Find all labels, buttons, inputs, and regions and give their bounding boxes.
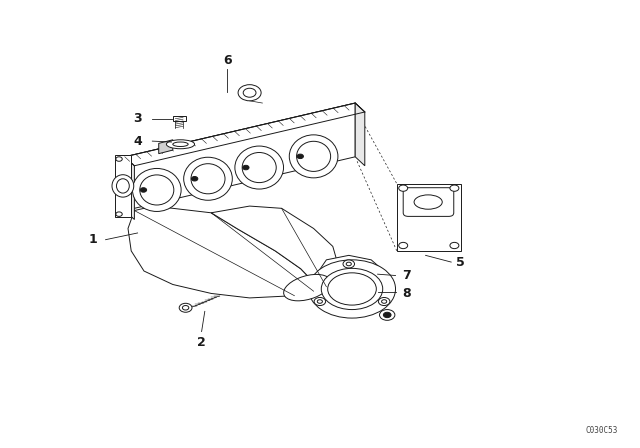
Text: 4: 4 bbox=[133, 134, 142, 148]
Ellipse shape bbox=[140, 175, 174, 205]
Polygon shape bbox=[128, 206, 314, 298]
Ellipse shape bbox=[399, 185, 408, 191]
FancyBboxPatch shape bbox=[403, 188, 454, 216]
Ellipse shape bbox=[116, 179, 129, 193]
Polygon shape bbox=[125, 103, 355, 211]
Text: 2: 2 bbox=[197, 336, 206, 349]
Ellipse shape bbox=[235, 146, 284, 189]
Text: 8: 8 bbox=[402, 287, 411, 300]
Text: 7: 7 bbox=[402, 269, 411, 282]
Ellipse shape bbox=[184, 157, 232, 200]
Text: C030C53: C030C53 bbox=[585, 426, 618, 435]
Ellipse shape bbox=[383, 312, 391, 318]
Ellipse shape bbox=[296, 141, 331, 172]
Text: 3: 3 bbox=[133, 112, 142, 125]
Ellipse shape bbox=[242, 152, 276, 183]
Ellipse shape bbox=[289, 135, 338, 178]
Ellipse shape bbox=[399, 242, 408, 249]
Ellipse shape bbox=[317, 300, 323, 303]
Text: 5: 5 bbox=[456, 255, 465, 269]
Ellipse shape bbox=[321, 268, 383, 310]
Ellipse shape bbox=[343, 260, 355, 268]
Ellipse shape bbox=[191, 164, 225, 194]
Ellipse shape bbox=[450, 242, 459, 249]
Polygon shape bbox=[125, 103, 365, 166]
Ellipse shape bbox=[308, 260, 396, 318]
Ellipse shape bbox=[116, 157, 122, 161]
Ellipse shape bbox=[284, 275, 331, 301]
Polygon shape bbox=[355, 103, 365, 166]
Ellipse shape bbox=[179, 303, 192, 312]
Ellipse shape bbox=[140, 188, 147, 192]
Polygon shape bbox=[125, 157, 134, 220]
Ellipse shape bbox=[243, 88, 256, 97]
Ellipse shape bbox=[116, 212, 122, 216]
Ellipse shape bbox=[378, 297, 390, 306]
Text: 1: 1 bbox=[88, 233, 97, 246]
Ellipse shape bbox=[414, 195, 442, 209]
Ellipse shape bbox=[191, 177, 198, 181]
Ellipse shape bbox=[381, 300, 387, 303]
Ellipse shape bbox=[112, 175, 134, 197]
Ellipse shape bbox=[314, 297, 326, 306]
Polygon shape bbox=[397, 184, 461, 251]
Ellipse shape bbox=[132, 168, 181, 211]
Polygon shape bbox=[115, 155, 131, 217]
Ellipse shape bbox=[450, 185, 459, 191]
Ellipse shape bbox=[166, 140, 195, 149]
Ellipse shape bbox=[243, 165, 249, 170]
Ellipse shape bbox=[346, 262, 351, 266]
Polygon shape bbox=[315, 255, 384, 311]
Ellipse shape bbox=[182, 306, 189, 310]
Polygon shape bbox=[159, 140, 173, 154]
Ellipse shape bbox=[238, 85, 261, 101]
Ellipse shape bbox=[173, 142, 188, 146]
Polygon shape bbox=[211, 206, 339, 291]
Ellipse shape bbox=[328, 273, 376, 305]
Ellipse shape bbox=[380, 310, 395, 320]
Text: 6: 6 bbox=[223, 54, 232, 67]
Polygon shape bbox=[173, 116, 186, 121]
Ellipse shape bbox=[297, 154, 303, 159]
